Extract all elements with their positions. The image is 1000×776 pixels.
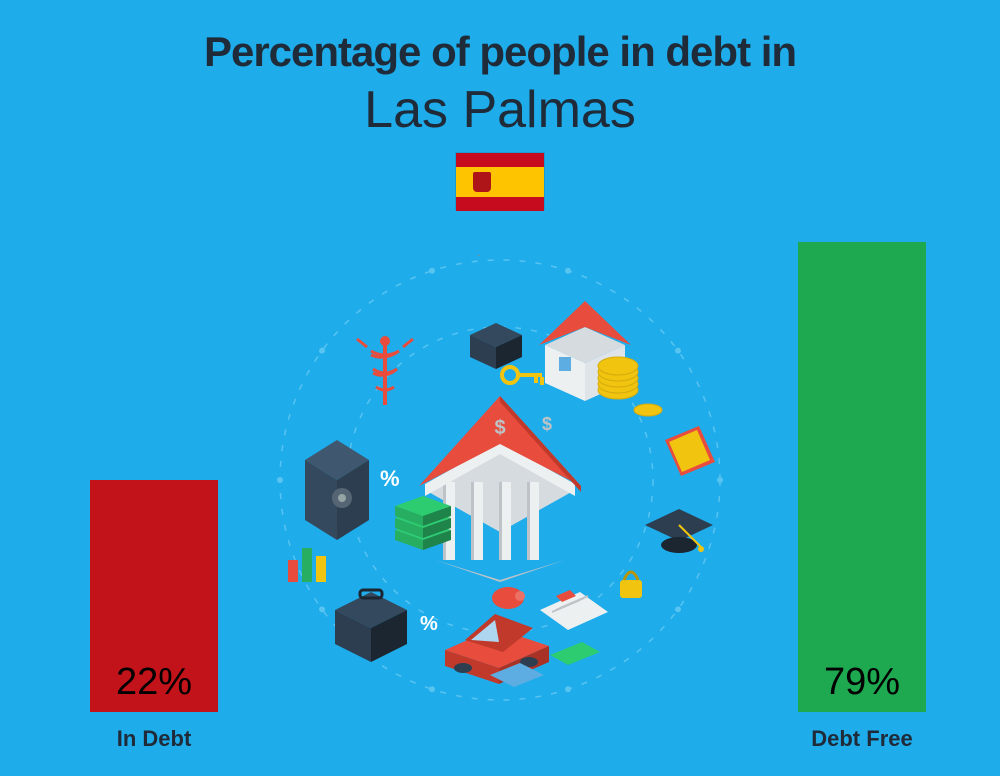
svg-text:$: $ — [494, 417, 505, 439]
finance-illustration-svg: $%% $ — [275, 255, 725, 705]
bar-group-in-debt: 22% In Debt — [90, 480, 218, 752]
svg-text:%: % — [420, 613, 438, 635]
bar-in-debt: 22% — [90, 480, 218, 712]
svg-text:%: % — [380, 466, 400, 491]
bar-debt-free-label: Debt Free — [798, 726, 926, 752]
flag-stripe-middle — [456, 167, 544, 197]
bar-debt-free: 79% — [798, 242, 926, 712]
svg-text:$: $ — [542, 414, 552, 434]
bar-in-debt-value: 22% — [90, 661, 218, 704]
flag-stripe-top — [456, 153, 544, 167]
location-subtitle: Las Palmas — [0, 80, 1000, 140]
bar-group-debt-free: 79% Debt Free — [798, 242, 926, 752]
flag-stripe-bottom — [456, 197, 544, 211]
finance-illustration: $%% $ — [275, 255, 725, 705]
page-title: Percentage of people in debt in — [0, 28, 1000, 76]
bar-debt-free-value: 79% — [798, 661, 926, 704]
flag-emblem — [473, 172, 491, 192]
bar-in-debt-label: In Debt — [90, 726, 218, 752]
spain-flag-icon — [455, 152, 545, 210]
